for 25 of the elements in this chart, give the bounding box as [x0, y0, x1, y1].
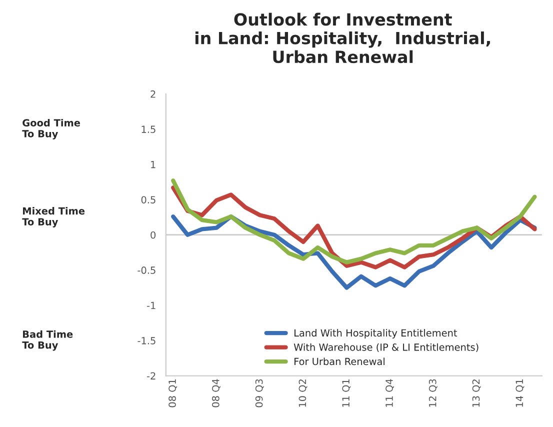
y-tick-label: 0.5 [141, 196, 156, 204]
text: Good Time To Buy [22, 118, 80, 140]
y-tick-label: 1 [151, 161, 156, 168]
x-tick-label: 12 Q3 [428, 379, 438, 407]
y-tick-label: -1 [146, 302, 156, 309]
x-tick-label: 11 Q1 [342, 379, 351, 407]
legend-label: For Urban Renewal [294, 358, 384, 366]
x-tick-label: 08 Q4 [212, 379, 220, 408]
y-tick-label: 2 [150, 90, 156, 98]
x-tick-label: 11 Q4 [386, 379, 394, 407]
chart-title: Outlook for Investment in Land: Hospitality, Industrial, Urban Renewal [195, 12, 490, 64]
x-tick-label: 09 Q3 [255, 379, 264, 408]
x-tick-label: 08 Q1 [168, 379, 178, 408]
text: Mixed Time To Buy [22, 207, 85, 228]
y-tick-label: -0.5 [138, 266, 156, 274]
y-tick-label: -1.5 [138, 337, 156, 344]
y-tick-label: 1.5 [142, 126, 156, 133]
x-tick-label: 14 Q1 [516, 379, 524, 407]
x-tick-label: 10 Q2 [298, 380, 308, 407]
text: Bad Time To Buy [22, 330, 73, 351]
y-tick-label: -2 [146, 372, 156, 380]
legend-label: Land With Hospitality Entitlement [294, 329, 458, 338]
legend-label: With Warehouse (IP & LI Entitlements) [294, 343, 478, 352]
y-tick-label: 0 [150, 231, 156, 239]
x-tick-label: 13 Q2 [472, 380, 481, 407]
